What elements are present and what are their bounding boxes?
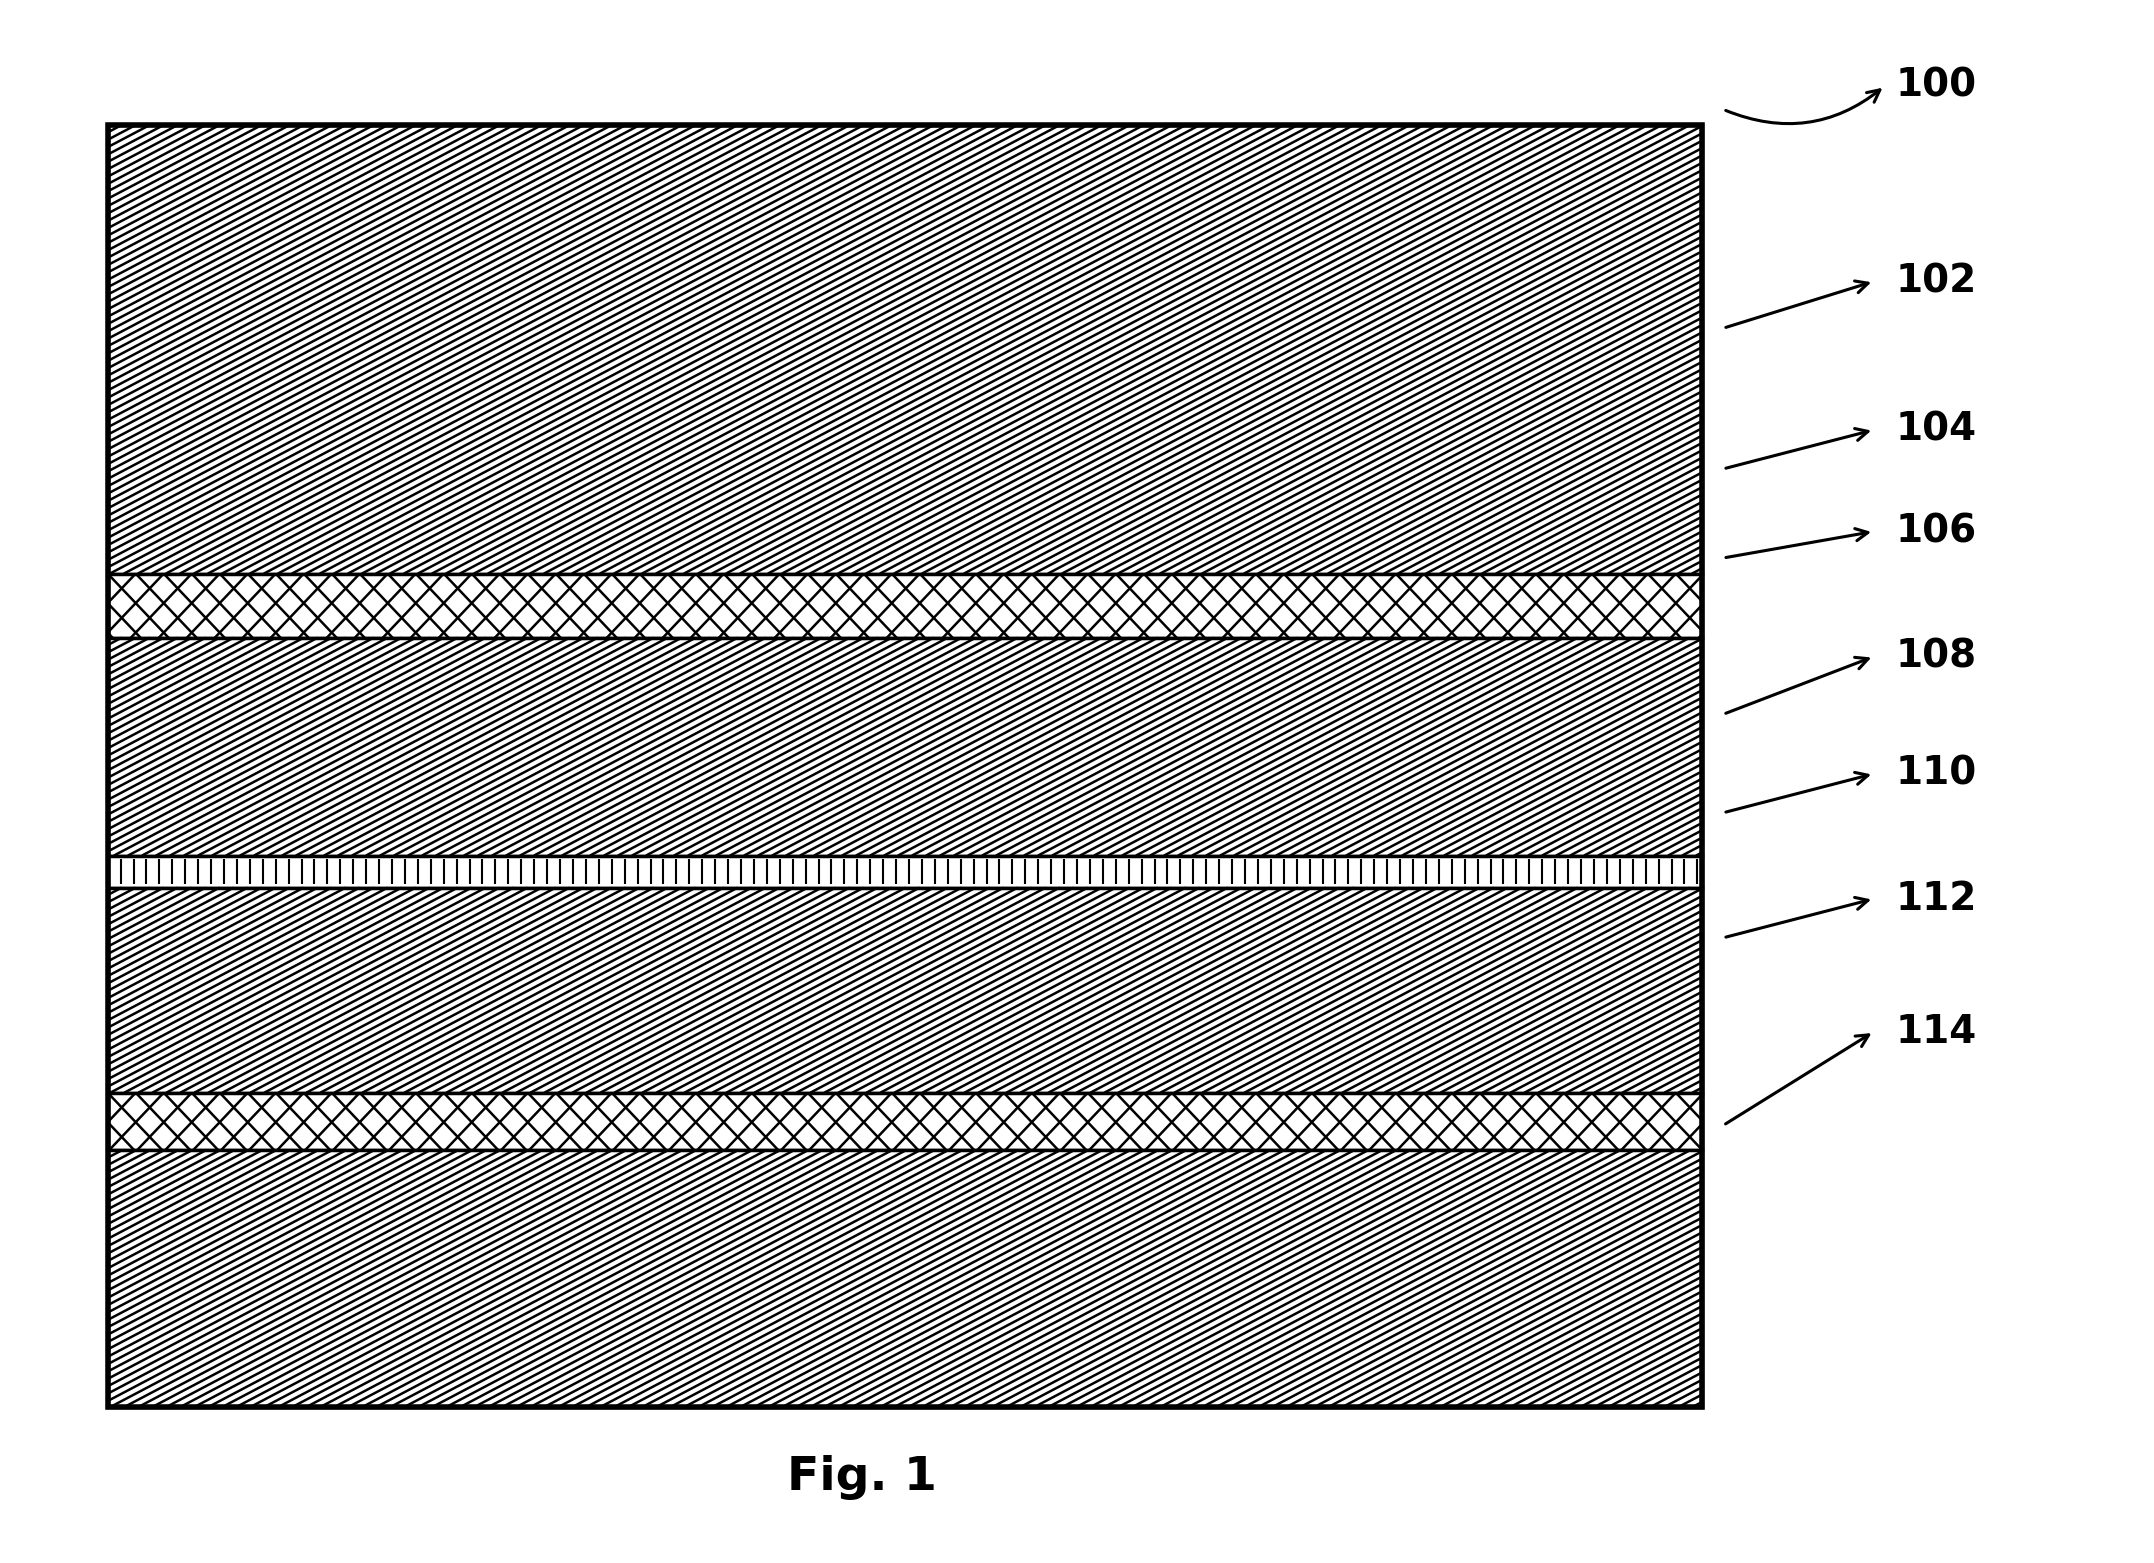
Text: 108: 108: [1896, 638, 1977, 675]
Bar: [108, 638, 1702, 855]
Text: 104: 104: [1896, 411, 1977, 449]
Text: 102: 102: [1896, 263, 1977, 300]
Text: 100: 100: [1896, 67, 1977, 105]
Text: 106: 106: [1896, 513, 1977, 550]
Text: 112: 112: [1896, 880, 1977, 917]
Bar: [108, 574, 1702, 638]
Text: Fig. 1: Fig. 1: [786, 1455, 937, 1499]
Bar: [108, 125, 1702, 574]
Text: 114: 114: [1896, 1013, 1977, 1050]
Text: 110: 110: [1896, 755, 1977, 792]
Bar: [108, 1150, 1702, 1407]
Bar: [108, 125, 1702, 1407]
Bar: [108, 1093, 1702, 1150]
Bar: [108, 855, 1702, 888]
Bar: [108, 888, 1702, 1093]
